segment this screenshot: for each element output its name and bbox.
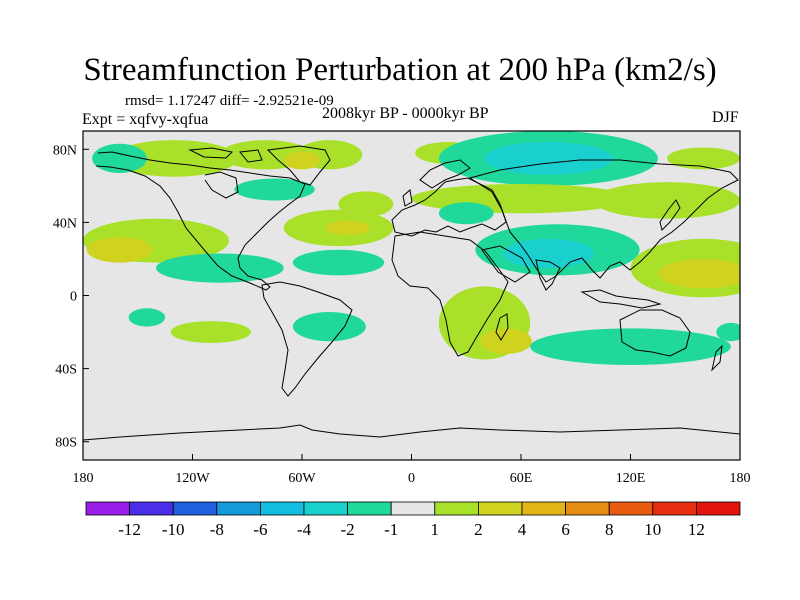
coastline-india — [535, 259, 561, 291]
anomaly-region-12 — [292, 249, 385, 276]
colorbar-label: 6 — [561, 520, 570, 539]
colorbar-label: 12 — [688, 520, 705, 539]
x-tick-label: 120E — [616, 471, 646, 486]
colorbar-label: 2 — [474, 520, 483, 539]
colorbar-swatch-0 — [85, 501, 130, 516]
anomaly-region-23 — [657, 258, 740, 289]
x-tick-label: 60E — [510, 471, 533, 486]
colorbar-label: -1 — [384, 520, 398, 539]
coastline-north-america — [95, 151, 306, 291]
anomaly-region-18 — [667, 147, 740, 170]
colorbar-label: 4 — [518, 520, 527, 539]
colorbar-swatch-7 — [390, 501, 436, 516]
coastline-antarctica — [83, 424, 740, 441]
coastline-asia — [468, 159, 739, 283]
colorbar-label: -4 — [297, 520, 312, 539]
coastline-africa — [391, 231, 509, 357]
period-label: 2008kyr BP - 0000kyr BP — [322, 105, 489, 122]
anomaly-region-29 — [170, 321, 251, 344]
anomaly-region-8 — [86, 237, 153, 263]
map-background — [83, 131, 740, 460]
colorbar-swatch-6 — [347, 501, 392, 516]
x-tick-label: 60W — [288, 471, 316, 486]
y-tick-label: 40S — [55, 363, 77, 378]
coastline-british-isles — [402, 189, 413, 207]
coastline-arabia — [481, 245, 531, 283]
coastline-south-america — [261, 281, 353, 397]
coastline-hudson-bay — [204, 171, 239, 199]
anomaly-region-5 — [234, 178, 315, 201]
x-tick-label: 180 — [73, 471, 94, 486]
experiment-label: Expt = xqfvy-xqfua — [82, 111, 209, 128]
colorbar-swatch-9 — [477, 501, 523, 516]
colorbar-swatch-5 — [303, 501, 348, 516]
coastline-arctic-islands — [188, 147, 263, 163]
coastline-madagascar — [495, 313, 509, 341]
anomaly-region-10 — [325, 220, 370, 236]
x-tick-label: 120W — [175, 471, 210, 486]
anomaly-region-17 — [594, 182, 740, 219]
anomaly-region-28 — [128, 308, 166, 327]
x-tick-label: 0 — [408, 471, 415, 486]
anomaly-region-30 — [292, 311, 366, 342]
colorbar-label: -8 — [210, 520, 224, 539]
colorbar-swatch-3 — [216, 501, 261, 516]
coastline-europe — [391, 177, 507, 237]
coastline-australia — [619, 309, 691, 357]
stats-label: rmsd= 1.17247 diff= -2.92521e-09 — [125, 93, 334, 109]
anomaly-region-27 — [716, 322, 740, 342]
colorbar-label: -10 — [162, 520, 185, 539]
anomaly-region-11 — [156, 253, 284, 283]
x-tick-label: 180 — [730, 471, 751, 486]
y-tick-label: 80N — [53, 143, 77, 158]
y-tick-label: 80S — [55, 436, 77, 451]
colorbar-swatch-12 — [608, 501, 654, 516]
colorbar-swatch-2 — [172, 501, 218, 516]
colorbar-label: -2 — [341, 520, 355, 539]
colorbar-label: -12 — [118, 520, 141, 539]
y-tick-label: 40N — [53, 216, 77, 231]
colorbar-swatch-4 — [259, 501, 305, 516]
season-label: DJF — [712, 109, 739, 126]
coastline-scandinavia — [419, 159, 471, 189]
colorbar-swatch-8 — [434, 501, 479, 516]
colorbar-swatch-1 — [129, 501, 174, 516]
anomaly-region-25 — [480, 328, 532, 354]
colorbar-swatch-14 — [696, 501, 741, 516]
anomaly-region-19 — [438, 202, 494, 225]
anomaly-region-4 — [92, 143, 147, 174]
chart-title: Streamfunction Perturbation at 200 hPa (… — [83, 52, 717, 88]
coastline-indonesia — [580, 289, 662, 309]
axis-ticks: 180 120W 60W 0 60E 120E 180 80N 40N 0 40S 80S — [53, 143, 751, 486]
coastlines — [83, 145, 740, 441]
colorbar-label: 10 — [644, 520, 661, 539]
coastline-greenland — [266, 145, 331, 186]
colorbar-label: 8 — [605, 520, 614, 539]
colorbar-swatch-11 — [565, 501, 610, 516]
colorbar: -12 -10 -8 -6 -4 -2 -1 1 2 4 6 8 10 12 — [85, 501, 741, 539]
coastline-japan — [659, 199, 681, 231]
colorbar-swatch-13 — [652, 501, 697, 516]
colorbar-label: 1 — [431, 520, 440, 539]
coastline-new-zealand — [711, 344, 723, 372]
anomaly-region-21 — [502, 238, 594, 269]
colorbar-label: -6 — [253, 520, 267, 539]
colorbar-swatch-10 — [521, 501, 566, 516]
y-tick-label: 0 — [70, 290, 77, 305]
anomaly-region-15 — [484, 141, 613, 175]
anomaly-region-3 — [283, 151, 321, 170]
